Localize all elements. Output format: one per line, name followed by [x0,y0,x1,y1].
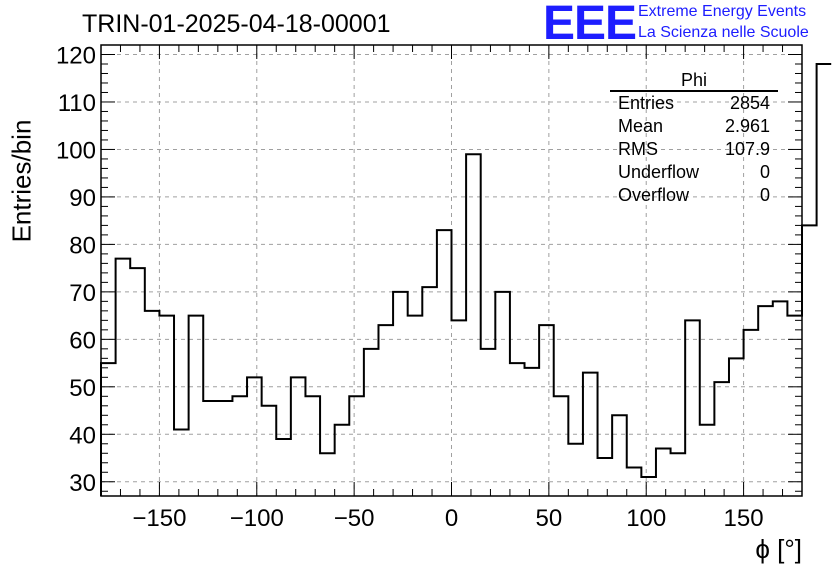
y-tick-label: 80 [69,232,96,259]
histogram-bin [408,316,423,496]
stats-row-underflow: Underflow 0 [610,161,778,184]
histogram-bin [101,363,116,496]
histogram-bin [393,292,408,496]
stats-label: Underflow [618,162,700,182]
y-tick-label: 110 [58,90,96,117]
stats-label: Entries [618,93,675,113]
histogram-bin [276,439,291,496]
histogram-bin [627,468,642,496]
stats-label: Mean [618,116,664,136]
histogram-bin [656,449,671,496]
eee-logo-line2: La Scienza nelle Scuole [638,24,809,41]
histogram-bin [685,320,700,496]
histogram-bin [247,377,262,496]
histogram-bin [291,377,306,496]
stats-title: Phi [610,70,778,92]
x-tick-label: 150 [724,505,764,532]
histogram-bin [466,154,481,496]
histogram-bin [159,316,174,496]
y-tick-label: 40 [69,422,96,449]
histogram-bin [714,382,729,496]
histogram-bin [116,259,131,496]
histogram-bin [510,363,525,496]
histogram-bin [495,292,510,496]
stats-label: Overflow [618,185,690,205]
histogram-bin [700,425,715,496]
y-tick-label: 120 [56,42,96,69]
eee-logo-line1: Extreme Energy Events [638,3,807,20]
histogram-bin [422,287,437,496]
y-tick-label: 70 [69,280,96,307]
histogram-bin [612,415,627,496]
histogram-bin [349,396,364,496]
eee-logo-mark: EEE [543,0,637,50]
x-tick-label: 0 [445,505,458,532]
histogram-bin [525,368,540,496]
x-tick-label: −100 [230,505,284,532]
histogram-bin [218,401,233,496]
stats-value: 2.961 [724,116,770,136]
histogram-bin [758,306,773,496]
histogram-bin [335,425,350,496]
stats-row-mean: Mean 2.961 [610,115,778,138]
histogram-bin [641,477,656,496]
histogram-bin [174,430,189,496]
histogram-bin [539,325,554,496]
histogram-bin [802,225,817,496]
stats-value: 0 [759,162,770,182]
histogram-bin [481,349,496,496]
x-axis-label: ϕ [°] [755,534,802,564]
stats-value: 107.9 [724,139,770,159]
histogram-bin [130,268,145,496]
y-tick-label: 90 [69,185,96,212]
histogram-bin [568,444,583,496]
y-tick-label: 100 [56,137,96,164]
histogram-bin [437,230,452,496]
stats-row-entries: Entries 2854 [610,92,778,115]
histogram-bin [145,311,160,496]
histogram-bin [203,401,218,496]
histogram-bin [817,64,832,496]
histogram-line [100,62,832,496]
x-tick-label: 100 [626,505,666,532]
histogram-bin [189,316,204,496]
stats-row-rms: RMS 107.9 [610,138,778,161]
histogram-bin [729,358,744,496]
stats-row-overflow: Overflow 0 [610,184,778,207]
histogram-bin [554,396,569,496]
y-axis-label: Entries/bin [6,119,37,243]
histogram-bin [583,373,598,496]
histogram-bin [262,406,277,496]
histogram-bin [671,453,686,496]
chart-title: TRIN-01-2025-04-18-00001 [82,10,391,38]
histogram-bin [232,396,247,496]
y-tick-label: 60 [69,327,96,354]
y-tick-label: 50 [69,375,96,402]
histogram-bin [364,349,379,496]
histogram-bin [305,396,320,496]
histogram-bin [378,325,393,496]
x-tick-label: −150 [132,505,186,532]
x-tick-label: 50 [536,505,563,532]
stats-box: Phi Entries 2854 Mean 2.961 RMS 107.9 Un… [610,70,778,207]
histogram-bin [452,320,467,496]
stats-value: 2854 [729,93,770,113]
stats-value: 0 [759,185,770,205]
histogram-bin [598,458,613,496]
x-tick-label: −50 [334,505,375,532]
histogram-bin [744,330,759,496]
y-tick-label: 30 [69,470,96,497]
histogram-bin [773,301,788,496]
histogram-bin [320,453,335,496]
stats-label: RMS [618,139,658,159]
